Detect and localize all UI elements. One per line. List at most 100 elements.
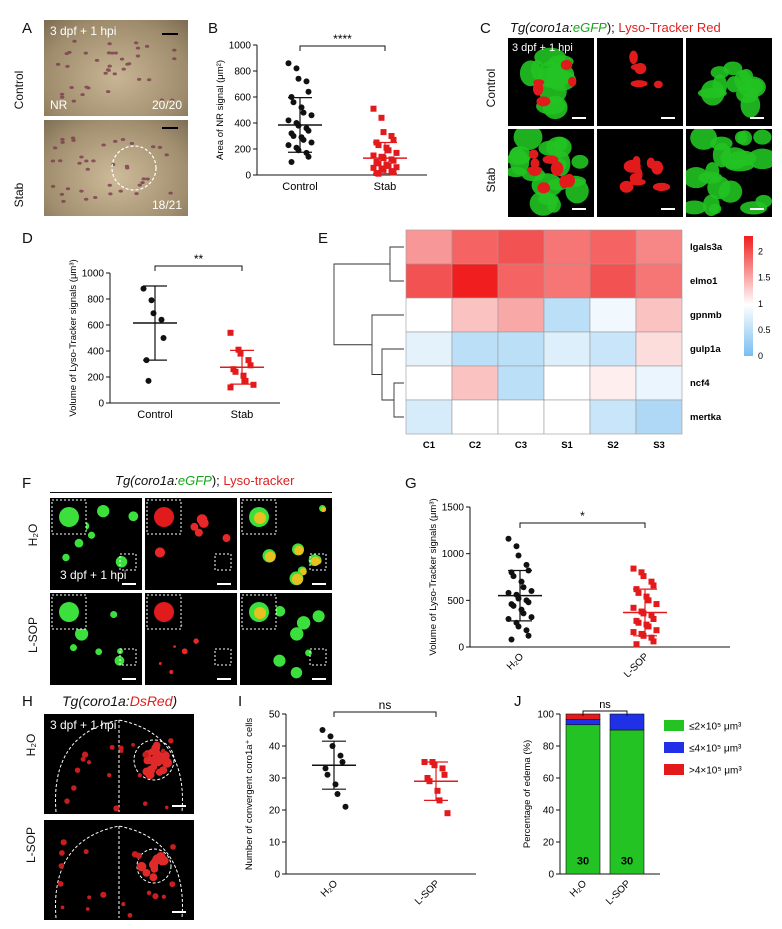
nr-cell: [58, 159, 63, 163]
heatmap-cell: [497, 229, 545, 265]
chart-i: 0 10 20 30 40 50 Number of convergent coro1a⁺ …: [244, 700, 476, 907]
data-point-l-sop: [653, 601, 660, 608]
lyso-cell: [310, 556, 321, 566]
gfp-blob: [736, 84, 759, 104]
data-point-control: [305, 153, 312, 160]
x-tick-label: L-SOP: [604, 878, 633, 907]
dsred-cell: [83, 849, 89, 855]
heatmap-cell: [543, 229, 591, 265]
gfp-cell: [110, 610, 118, 619]
gfp-cell: [312, 610, 325, 623]
heatmap-cell: [589, 331, 637, 367]
x-tick-label: H₂O: [505, 651, 526, 672]
gfp-cell: [305, 649, 312, 657]
nr-cell: [172, 48, 177, 52]
dsred-cell: [156, 852, 166, 862]
sample-label: C3: [515, 440, 527, 450]
nr-cell: [71, 138, 76, 142]
time-label: 3 dpf + 1 hpi: [60, 568, 127, 582]
panel-c-title: Tg(coro1a:eGFP); Lyso-Tracker Red: [510, 20, 721, 35]
nr-cell: [50, 184, 56, 188]
nr-cell: [60, 140, 65, 144]
render-tile: [508, 38, 594, 126]
inset-cell: [59, 602, 79, 622]
dsred-cell: [136, 861, 147, 872]
heatmap-cell: [635, 331, 683, 367]
nr-cell: [137, 183, 142, 187]
row-label-stab: Stab: [484, 167, 498, 193]
nr-cell: [150, 145, 156, 149]
heatmap-cell: [405, 399, 453, 435]
colorbar-label: 0: [758, 351, 763, 361]
y-tick-label: 600: [234, 93, 251, 104]
data-point-l-sop: [441, 771, 448, 778]
y-axis-label: Volume of Lyso-Tracker signals (μm³): [68, 259, 79, 416]
dsred-cell: [142, 751, 149, 758]
nr-cell: [118, 189, 123, 193]
gfp-cell: [114, 655, 125, 666]
data-point-stab: [375, 142, 382, 149]
dendrogram-branch: [333, 263, 390, 346]
significance-label: **: [194, 252, 204, 266]
lyso-cell: [198, 518, 209, 528]
data-point-h₂o: [319, 727, 326, 733]
dsred-cell: [86, 760, 92, 765]
dsred-cell: [146, 890, 152, 896]
lyso-cell: [294, 545, 304, 556]
nr-cell: [107, 64, 112, 68]
sample-label: C2: [469, 440, 481, 450]
dsred-cell: [145, 770, 155, 780]
heatmap-cell: [497, 365, 545, 401]
legend-label: ≤2×10⁵ μm³: [689, 722, 742, 733]
heatmap-cell: [405, 331, 453, 367]
data-point-h₂o: [332, 781, 339, 788]
legend-label: >4×10⁵ μm³: [689, 766, 742, 777]
lyso-blob: [550, 161, 564, 176]
data-point-stab: [390, 136, 397, 143]
colorbar-label: 2: [758, 247, 763, 257]
gfp-cell: [69, 644, 77, 652]
y-tick-label: 500: [447, 596, 464, 607]
y-tick-label: 20: [269, 806, 281, 817]
data-point-h₂o: [322, 765, 329, 772]
data-point-l-sop: [640, 610, 647, 617]
nr-cell: [59, 192, 65, 196]
dsred-cell: [170, 844, 176, 850]
data-point-h₂o: [327, 733, 334, 740]
gene-label: elmo1: [690, 276, 718, 287]
dsred-cell: [107, 773, 112, 778]
data-point-stab: [390, 157, 397, 164]
nr-cell: [77, 161, 82, 165]
lyso-blob: [526, 166, 543, 174]
data-point-h₂o: [523, 627, 530, 634]
nr-cell: [84, 159, 89, 163]
data-point-control: [158, 316, 165, 323]
heatmap-cell: [405, 263, 453, 299]
data-point-l-sop: [630, 629, 637, 636]
y-tick-label: 0: [274, 870, 280, 881]
data-point-stab: [375, 160, 382, 167]
dsred-cell: [58, 863, 65, 869]
heatmap-cell: [497, 331, 545, 367]
dsred-cell: [60, 905, 65, 910]
data-point-l-sop: [645, 597, 652, 604]
row-label-h2o: H₂O: [26, 523, 40, 547]
gfp-blob: [538, 66, 568, 89]
data-point-l-sop: [650, 638, 657, 645]
lyso-cell: [190, 522, 199, 531]
nr-cell: [170, 98, 175, 102]
bar-segment: [565, 719, 601, 726]
nr-cell: [80, 93, 85, 97]
lyso-blob: [630, 80, 648, 88]
nr-cell: [113, 51, 119, 55]
dsred-cell: [57, 881, 64, 887]
data-point-stab: [380, 166, 387, 173]
render-tile: [686, 38, 772, 126]
x-tick-label: H₂O: [568, 878, 589, 899]
data-point-stab: [393, 164, 400, 171]
nr-cell: [124, 166, 130, 170]
data-point-l-sop: [648, 612, 655, 619]
lyso-blob: [536, 96, 551, 107]
data-point-h₂o: [528, 588, 535, 594]
